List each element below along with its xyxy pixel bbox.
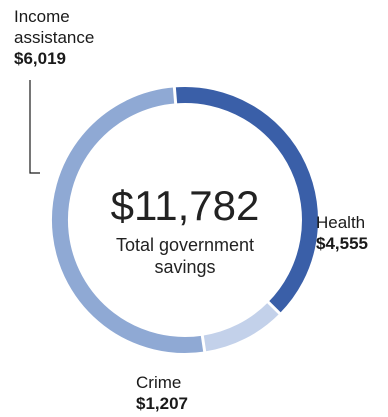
label-income-assistance-name: Income assistance [14,7,95,47]
donut-slice-health [174,87,318,314]
slice-separator [172,79,178,112]
label-income-assistance: Income assistance $6,019 [14,6,119,69]
donut-slice-crime [202,302,280,352]
label-crime: Crime $1,207 [136,372,188,414]
label-health-value: $4,555 [316,234,368,253]
slice-separator [199,327,208,360]
total-savings-label: Total government savings [60,234,310,278]
total-savings-value: $11,782 [110,182,260,229]
income-assistance-leader-line [29,80,40,174]
slice-separator [261,295,287,321]
label-crime-name: Crime [136,373,182,392]
donut-slice-income-assistance [52,87,205,353]
label-health-name: Health [316,213,366,232]
label-health: Health $4,555 [316,212,368,254]
label-income-assistance-value: $6,019 [14,49,66,68]
total-savings-label-text: Total government savings [115,235,255,277]
label-crime-value: $1,207 [136,394,188,413]
